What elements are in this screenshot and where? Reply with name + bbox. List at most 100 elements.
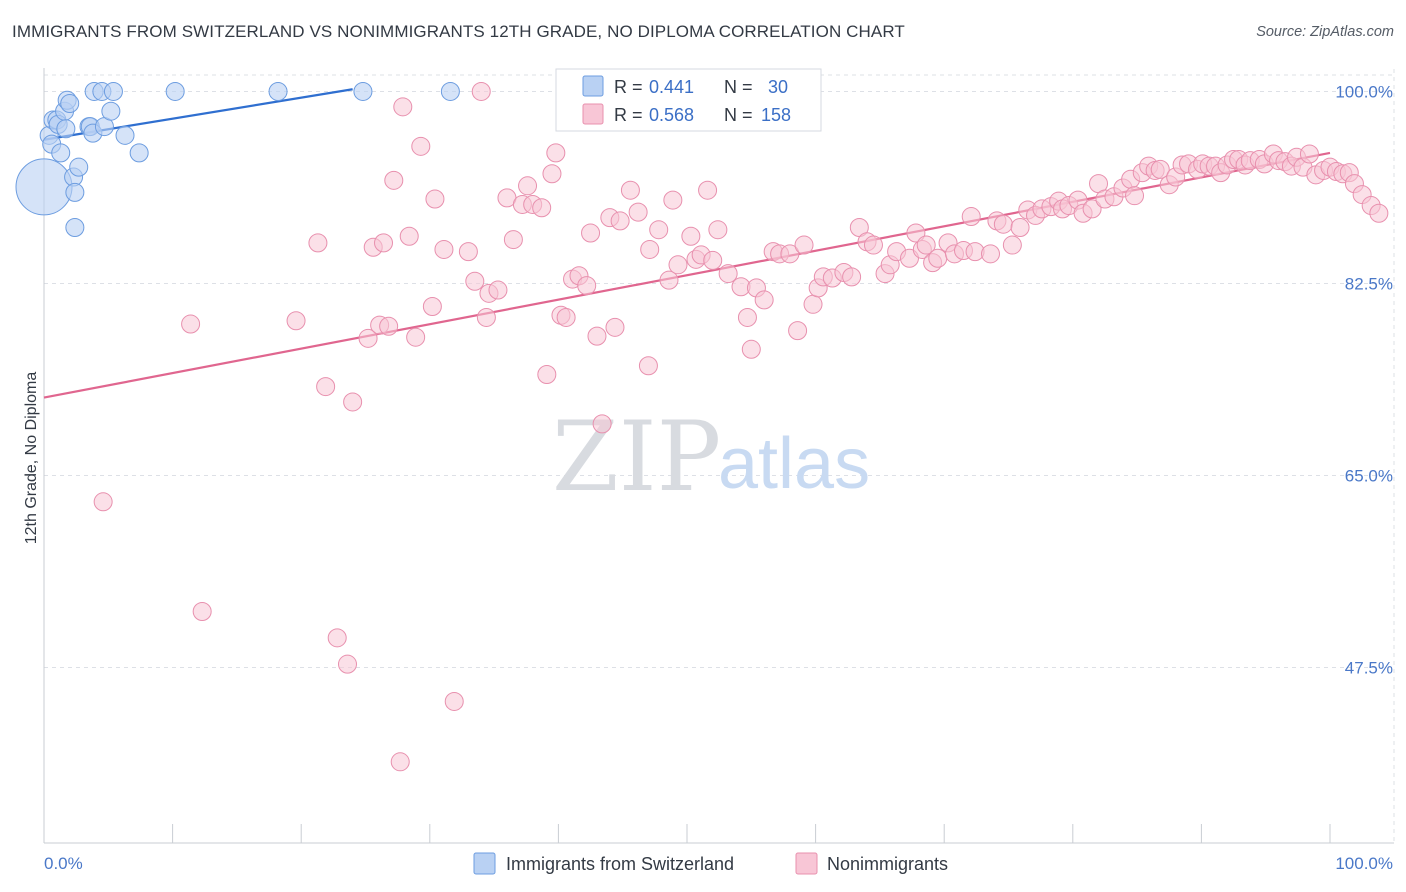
point-nonimmigrants xyxy=(358,328,378,348)
point-nonimmigrants xyxy=(698,180,718,200)
point-nonimmigrants xyxy=(928,248,948,268)
y-tick-label: 65.0% xyxy=(1345,466,1393,485)
point-nonimmigrants xyxy=(384,170,404,190)
point-nonimmigrants xyxy=(518,176,538,196)
point-nonimmigrants xyxy=(1010,218,1030,238)
point-nonimmigrants xyxy=(1369,203,1389,223)
legend-swatch-switzerland xyxy=(582,75,604,97)
point-nonimmigrants xyxy=(393,97,413,117)
y-tick-label: 82.5% xyxy=(1345,274,1393,293)
point-nonimmigrants xyxy=(663,190,683,210)
point-nonimmigrants xyxy=(556,307,576,327)
legend-r-label: R = xyxy=(614,77,643,97)
point-nonimmigrants xyxy=(411,136,431,156)
point-nonimmigrants xyxy=(993,214,1013,234)
point-nonimmigrants xyxy=(980,244,1000,264)
point-nonimmigrants xyxy=(1002,235,1022,255)
legend-swatch-nonimmigrants xyxy=(795,852,818,875)
point-switzerland xyxy=(165,81,185,101)
point-nonimmigrants xyxy=(444,691,464,711)
watermark-zip: ZIP xyxy=(552,401,721,513)
legend-swatch-nonimmigrants xyxy=(582,103,604,125)
y-axis-title: 12th Grade, No Diploma xyxy=(23,372,40,545)
point-nonimmigrants xyxy=(788,321,808,341)
point-nonimmigrants xyxy=(659,270,679,290)
point-nonimmigrants xyxy=(640,239,660,259)
point-nonimmigrants xyxy=(471,81,491,101)
y-tick-label: 47.5% xyxy=(1345,658,1393,677)
watermark-atlas: atlas xyxy=(718,424,870,504)
legend-n-value: 158 xyxy=(761,105,791,125)
point-nonimmigrants xyxy=(374,233,394,253)
tick-labels: 47.5% 65.0% 82.5% 100.0% 0.0% 100.0% xyxy=(44,82,1393,873)
point-switzerland xyxy=(51,143,71,163)
legend-r-value: 0.568 xyxy=(649,105,694,125)
point-nonimmigrants xyxy=(399,226,419,246)
point-nonimmigrants xyxy=(422,296,442,316)
x-tick-label: 100.0% xyxy=(1335,854,1393,873)
point-nonimmigrants xyxy=(708,220,728,240)
point-nonimmigrants xyxy=(390,752,410,772)
point-nonimmigrants xyxy=(649,220,669,240)
source-label: Source: ZipAtlas.com xyxy=(1256,24,1394,40)
point-switzerland xyxy=(56,119,76,139)
point-nonimmigrants xyxy=(737,307,757,327)
point-nonimmigrants xyxy=(532,198,552,218)
point-switzerland xyxy=(129,143,149,163)
point-nonimmigrants xyxy=(916,235,936,255)
point-nonimmigrants xyxy=(286,311,306,331)
point-switzerland xyxy=(69,157,89,177)
point-switzerland xyxy=(440,81,460,101)
point-nonimmigrants xyxy=(327,628,347,648)
point-nonimmigrants xyxy=(961,207,981,227)
point-nonimmigrants xyxy=(638,356,658,376)
legend-label-switzerland: Immigrants from Switzerland xyxy=(506,854,734,874)
point-nonimmigrants xyxy=(434,239,454,259)
point-nonimmigrants xyxy=(465,271,485,291)
point-switzerland xyxy=(101,101,121,121)
point-nonimmigrants xyxy=(542,164,562,184)
legend-r-value: 0.441 xyxy=(649,77,694,97)
point-nonimmigrants xyxy=(718,264,738,284)
x-tick-label: 0.0% xyxy=(44,854,83,873)
point-switzerland xyxy=(65,218,85,238)
point-nonimmigrants xyxy=(581,223,601,243)
point-nonimmigrants xyxy=(316,377,336,397)
point-nonimmigrants xyxy=(703,250,723,270)
point-nonimmigrants xyxy=(425,189,445,209)
chart-title: IMMIGRANTS FROM SWITZERLAND VS NONIMMIGR… xyxy=(12,22,905,41)
point-nonimmigrants xyxy=(458,242,478,262)
point-switzerland xyxy=(353,81,373,101)
point-nonimmigrants xyxy=(406,327,426,347)
point-nonimmigrants xyxy=(754,290,774,310)
point-nonimmigrants xyxy=(488,280,508,300)
point-nonimmigrants xyxy=(1299,144,1319,164)
y-tick-label: 100.0% xyxy=(1335,82,1393,101)
point-nonimmigrants xyxy=(337,654,357,674)
point-switzerland xyxy=(15,158,73,216)
point-nonimmigrants xyxy=(906,223,926,243)
point-switzerland xyxy=(60,94,80,114)
watermark: ZIP atlas xyxy=(552,401,870,513)
point-nonimmigrants xyxy=(842,267,862,287)
point-nonimmigrants xyxy=(546,143,566,163)
point-nonimmigrants xyxy=(181,314,201,334)
point-switzerland xyxy=(115,125,135,145)
point-nonimmigrants xyxy=(610,211,630,231)
point-nonimmigrants xyxy=(1125,186,1145,206)
point-nonimmigrants xyxy=(476,307,496,327)
point-nonimmigrants xyxy=(794,235,814,255)
point-nonimmigrants xyxy=(1082,199,1102,219)
legend-r-label: R = xyxy=(614,105,643,125)
legend-label-nonimmigrants: Nonimmigrants xyxy=(827,854,948,874)
point-nonimmigrants xyxy=(592,414,612,434)
series-legend: Immigrants from Switzerland Nonimmigrant… xyxy=(473,852,948,875)
point-nonimmigrants xyxy=(379,316,399,336)
point-nonimmigrants xyxy=(192,602,212,622)
legend-n-label: N = xyxy=(724,105,753,125)
point-nonimmigrants xyxy=(577,276,597,296)
point-nonimmigrants xyxy=(741,339,761,359)
point-nonimmigrants xyxy=(780,244,800,264)
legend-swatch-switzerland xyxy=(473,852,496,875)
